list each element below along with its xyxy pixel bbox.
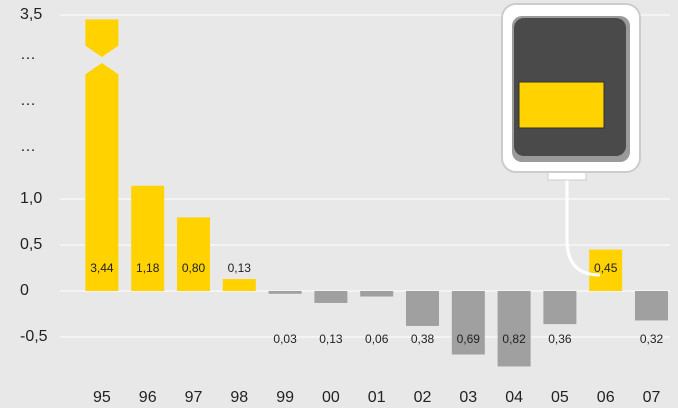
value-label: 0,80	[182, 261, 206, 275]
x-tick-label: 97	[185, 389, 203, 406]
y-tick-label: 1,0	[20, 190, 42, 207]
bar	[498, 291, 531, 366]
bar	[406, 291, 439, 326]
x-tick-label: 00	[322, 389, 340, 406]
value-label: 0,13	[228, 261, 252, 275]
axis-break-label: …	[20, 92, 36, 109]
y-tick-label: 3,5	[20, 6, 42, 23]
axis-break-label: …	[20, 46, 36, 63]
value-label: 0,45	[594, 261, 618, 275]
bar	[543, 291, 576, 324]
value-label: 0,13	[319, 332, 343, 346]
y-tick-label: 0,5	[20, 236, 42, 253]
bar	[360, 291, 393, 297]
x-tick-label: 01	[368, 389, 386, 406]
value-label: 0,36	[548, 332, 572, 346]
value-label: 0,03	[273, 332, 297, 346]
chart: -0,5 0 0,5 1,0 3,5 … … … 95 3,44 96 1,18 97 0,80 98 0,1…	[0, 0, 678, 408]
axis-break-label: …	[20, 138, 36, 155]
value-label: 0,32	[640, 332, 664, 346]
x-tick-label: 99	[276, 389, 294, 406]
x-tick-label: 98	[230, 389, 248, 406]
bar	[177, 217, 210, 291]
value-label: 0,06	[365, 332, 389, 346]
y-tick-label: 0	[20, 282, 29, 299]
value-label: 0,82	[502, 332, 526, 346]
value-label: 3,44	[90, 261, 114, 275]
value-label: 1,18	[136, 261, 160, 275]
y-tick-label: -0,5	[20, 328, 48, 345]
bar	[635, 291, 668, 320]
bar	[223, 279, 256, 291]
x-tick-label: 06	[597, 389, 615, 406]
value-label: 0,38	[411, 332, 435, 346]
x-tick-label: 03	[459, 389, 477, 406]
bar	[131, 186, 164, 291]
x-tick-label: 07	[643, 389, 661, 406]
x-tick-label: 95	[93, 389, 111, 406]
bar	[269, 291, 302, 294]
bag-label	[519, 82, 604, 128]
x-tick-label: 02	[414, 389, 432, 406]
x-tick-label: 96	[139, 389, 157, 406]
value-label: 0,69	[457, 332, 481, 346]
bar	[314, 291, 347, 303]
x-tick-label: 04	[505, 389, 523, 406]
x-tick-label: 05	[551, 389, 569, 406]
iv-bag-illustration	[502, 4, 640, 275]
